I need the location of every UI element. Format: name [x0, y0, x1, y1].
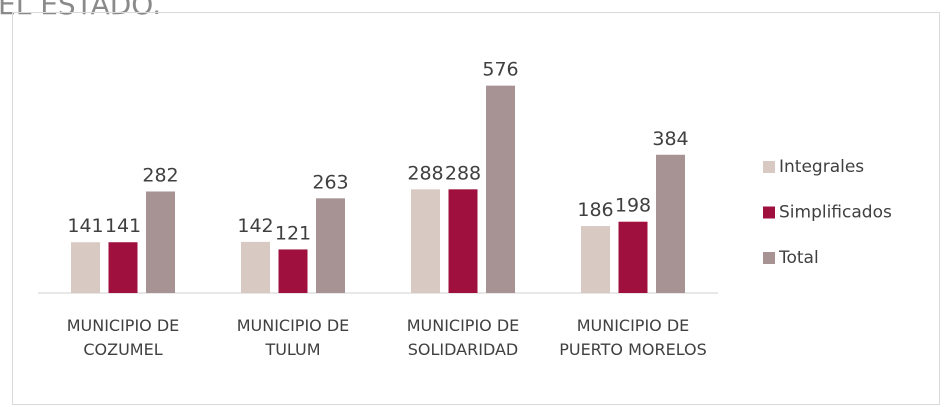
bar — [581, 226, 610, 293]
value-label: 576 — [482, 59, 518, 81]
value-label: 263 — [312, 171, 348, 193]
value-label: 282 — [142, 164, 178, 186]
legend-swatch — [763, 161, 775, 173]
legend-label: Simplificados — [779, 203, 892, 223]
legend-label: Integrales — [779, 157, 864, 177]
chart-title: EL ESTADO. — [0, 0, 161, 21]
bar — [71, 242, 100, 293]
value-label: 141 — [67, 215, 103, 237]
x-tick-label: MUNICIPIO DE TULUM — [236, 316, 350, 359]
chart-frame — [12, 12, 940, 405]
value-label: 142 — [237, 215, 273, 237]
bar — [448, 189, 478, 293]
bar — [241, 241, 270, 293]
bar — [618, 221, 648, 293]
bar — [656, 154, 685, 293]
value-label: 288 — [445, 162, 481, 184]
x-tick-label: MUNICIPIO DE SOLIDARIDAD — [406, 316, 520, 359]
value-label: 141 — [105, 215, 141, 237]
value-label: 198 — [615, 195, 651, 217]
legend-label: Total — [778, 248, 819, 268]
value-label: 121 — [275, 222, 311, 244]
value-label: 288 — [407, 162, 443, 184]
value-label: 186 — [577, 199, 613, 221]
legend-swatch — [763, 206, 775, 219]
bar — [278, 249, 308, 293]
legend-swatch — [763, 252, 775, 264]
bar — [108, 242, 138, 293]
x-tick-label: MUNICIPIO DE COZUMEL — [66, 316, 180, 359]
bar — [316, 198, 345, 293]
value-label: 384 — [652, 128, 688, 150]
bar — [486, 85, 515, 293]
x-tick-label: MUNICIPIO DE PUERTO MORELOS — [559, 316, 707, 359]
bar — [411, 189, 440, 293]
bar — [146, 191, 175, 293]
